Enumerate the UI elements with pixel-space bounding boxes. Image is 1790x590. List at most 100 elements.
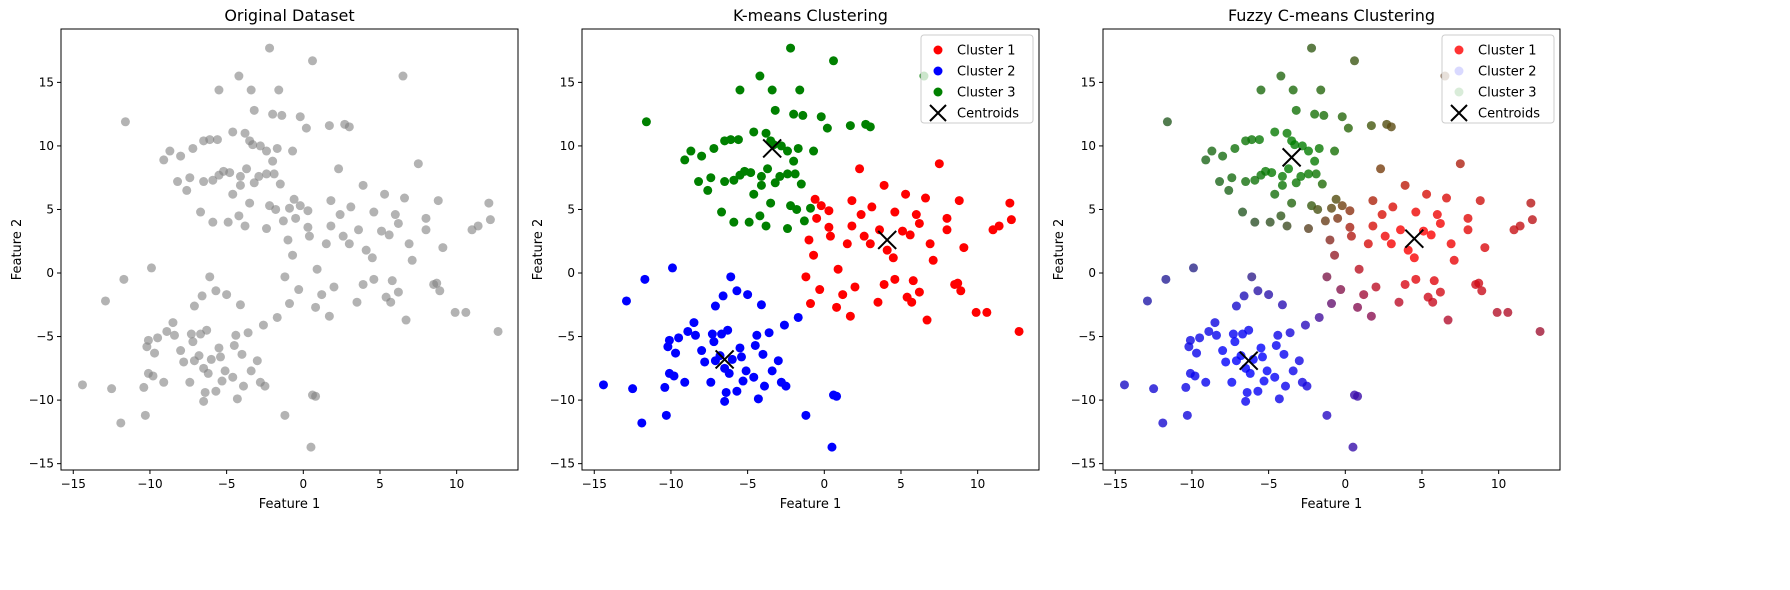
- data-point: [393, 287, 403, 297]
- data-point: [1400, 279, 1410, 289]
- data-point: [865, 122, 875, 132]
- data-point: [801, 410, 811, 420]
- data-point: [261, 224, 271, 234]
- data-point: [260, 381, 270, 391]
- data-point: [1241, 136, 1251, 146]
- data-point: [1527, 215, 1537, 225]
- plot-frame: [60, 28, 519, 471]
- data-point: [237, 349, 247, 359]
- data-point: [1221, 357, 1231, 367]
- data-point: [326, 196, 336, 206]
- data-point: [674, 333, 684, 343]
- data-point: [1314, 312, 1324, 322]
- data-point: [200, 387, 210, 397]
- data-point: [211, 386, 221, 396]
- data-point: [749, 372, 759, 382]
- data-point: [859, 231, 869, 241]
- data-point: [1276, 71, 1286, 81]
- data-point: [1333, 213, 1343, 223]
- data-point: [890, 274, 900, 284]
- data-point: [1190, 371, 1200, 381]
- data-point: [303, 222, 313, 232]
- data-point: [261, 146, 271, 156]
- data-point: [942, 213, 952, 223]
- data-point: [1353, 302, 1363, 312]
- data-point: [381, 292, 391, 302]
- data-point: [825, 231, 835, 241]
- data-point: [829, 56, 839, 66]
- data-point: [1273, 330, 1283, 340]
- data-point: [732, 286, 742, 296]
- data-point: [338, 231, 348, 241]
- chart-title: Fuzzy C-means Clustering: [1228, 6, 1435, 25]
- data-point: [847, 221, 857, 231]
- x-tick-label: 5: [376, 477, 384, 491]
- kmeans-clustering-chart: K-means Clustering Feature 1 Feature 2 −…: [531, 6, 1040, 512]
- data-point: [212, 135, 222, 145]
- data-point: [816, 112, 826, 122]
- data-point: [1250, 217, 1260, 227]
- data-point: [1265, 217, 1275, 227]
- data-point: [1158, 418, 1168, 428]
- data-point: [120, 117, 130, 127]
- legend-label: Centroids: [957, 107, 1019, 122]
- data-point: [752, 330, 762, 340]
- data-point: [690, 330, 700, 340]
- data-point: [1314, 143, 1324, 153]
- data-point: [243, 328, 253, 338]
- data-point: [1526, 198, 1536, 208]
- data-point: [779, 320, 789, 330]
- data-point: [188, 337, 198, 347]
- data-point: [1142, 296, 1152, 306]
- data-point: [911, 210, 921, 220]
- data-point: [407, 255, 417, 265]
- data-point: [743, 290, 753, 300]
- legend-frame: [920, 34, 1034, 124]
- legend-marker: [933, 87, 943, 97]
- data-point: [1477, 286, 1487, 296]
- x-tick-label: 10: [1491, 477, 1506, 491]
- data-point: [1322, 410, 1332, 420]
- data-point: [1366, 121, 1376, 131]
- data-point: [301, 123, 311, 133]
- data-point: [736, 352, 746, 362]
- data-point: [1218, 346, 1228, 356]
- data-point: [697, 346, 707, 356]
- data-point: [847, 196, 857, 206]
- data-point: [732, 386, 742, 396]
- data-point: [1463, 225, 1473, 235]
- data-point: [176, 346, 186, 356]
- data-point: [1181, 382, 1191, 392]
- data-point: [1188, 263, 1198, 273]
- data-point: [246, 85, 256, 95]
- data-point: [767, 366, 777, 376]
- data-point: [879, 180, 889, 190]
- data-point: [1218, 151, 1228, 161]
- data-point: [100, 296, 110, 306]
- data-point: [268, 109, 278, 119]
- data-point: [1446, 239, 1456, 249]
- data-point: [248, 140, 258, 150]
- data-point: [1282, 221, 1292, 231]
- data-point: [735, 343, 745, 353]
- data-point: [1366, 311, 1376, 321]
- data-point: [1429, 276, 1439, 286]
- data-point: [640, 274, 650, 284]
- data-point: [493, 326, 503, 336]
- data-point: [756, 300, 766, 310]
- data-point: [1449, 255, 1459, 265]
- legend-label: Cluster 2: [957, 65, 1016, 80]
- data-point: [361, 245, 371, 255]
- data-point: [750, 340, 760, 350]
- x-axis-label: Feature 1: [780, 497, 842, 512]
- data-point: [450, 307, 460, 317]
- data-point: [1006, 215, 1016, 225]
- y-tick-label: 15: [1081, 75, 1096, 89]
- data-point: [1271, 340, 1281, 350]
- data-point: [793, 312, 803, 322]
- data-point: [249, 105, 259, 115]
- data-point: [1515, 221, 1525, 231]
- plot-frame: [581, 28, 1040, 471]
- data-point: [1492, 307, 1502, 317]
- y-tick-label: 10: [560, 139, 575, 153]
